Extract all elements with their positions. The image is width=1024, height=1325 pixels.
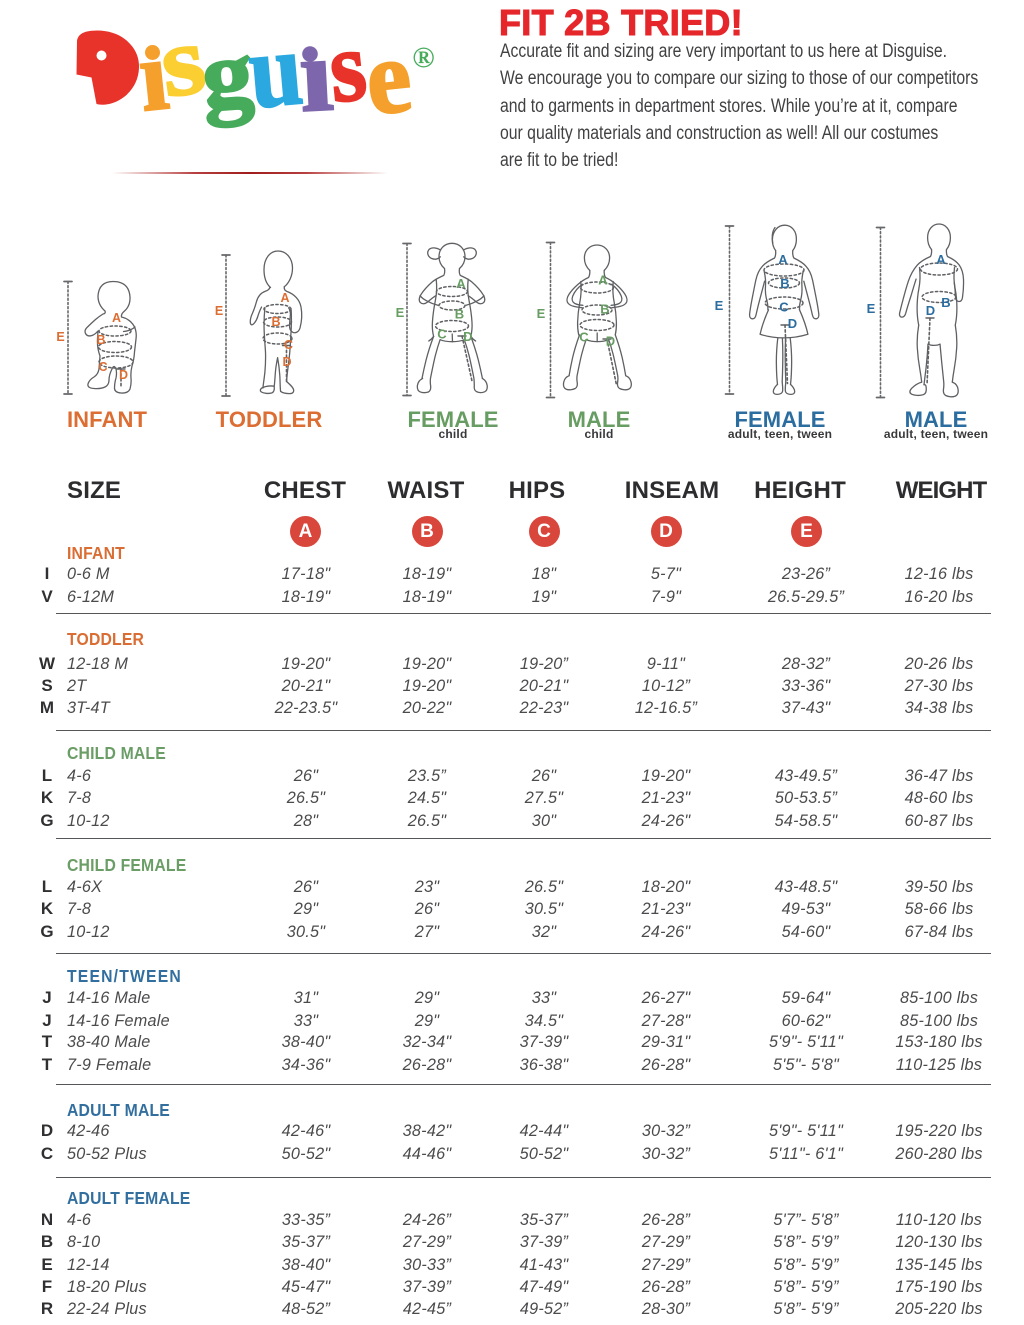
svg-text:B: B — [96, 333, 105, 347]
svg-text:A: A — [112, 311, 121, 325]
svg-text:B: B — [941, 295, 950, 310]
svg-text:D: D — [119, 368, 128, 382]
svg-text:C: C — [284, 338, 293, 352]
svg-text:A: A — [456, 276, 466, 291]
svg-text:E: E — [56, 330, 64, 344]
svg-text:®: ® — [412, 41, 434, 74]
svg-text:C: C — [779, 300, 789, 315]
svg-text:A: A — [598, 273, 608, 288]
svg-text:E: E — [867, 301, 876, 316]
svg-text:D: D — [926, 303, 935, 318]
svg-text:E: E — [396, 305, 405, 320]
svg-text:D: D — [788, 316, 797, 331]
svg-text:A: A — [280, 291, 289, 305]
svg-text:B: B — [600, 302, 609, 317]
svg-text:g: g — [198, 20, 256, 129]
svg-text:B: B — [780, 276, 789, 291]
svg-text:E: E — [215, 304, 223, 318]
svg-text:D: D — [282, 355, 291, 369]
svg-text:E: E — [715, 298, 724, 313]
svg-text:A: A — [936, 252, 946, 267]
svg-text:ı: ı — [297, 17, 336, 134]
svg-text:A: A — [778, 252, 788, 267]
svg-text:C: C — [579, 330, 589, 345]
svg-text:D: D — [606, 334, 615, 349]
svg-text:D: D — [463, 329, 472, 344]
svg-text:u: u — [244, 10, 307, 130]
svg-text:C: C — [437, 327, 447, 342]
svg-text:B: B — [455, 307, 464, 322]
svg-text:E: E — [537, 306, 546, 321]
svg-text:B: B — [271, 315, 280, 329]
svg-text:C: C — [98, 360, 107, 374]
